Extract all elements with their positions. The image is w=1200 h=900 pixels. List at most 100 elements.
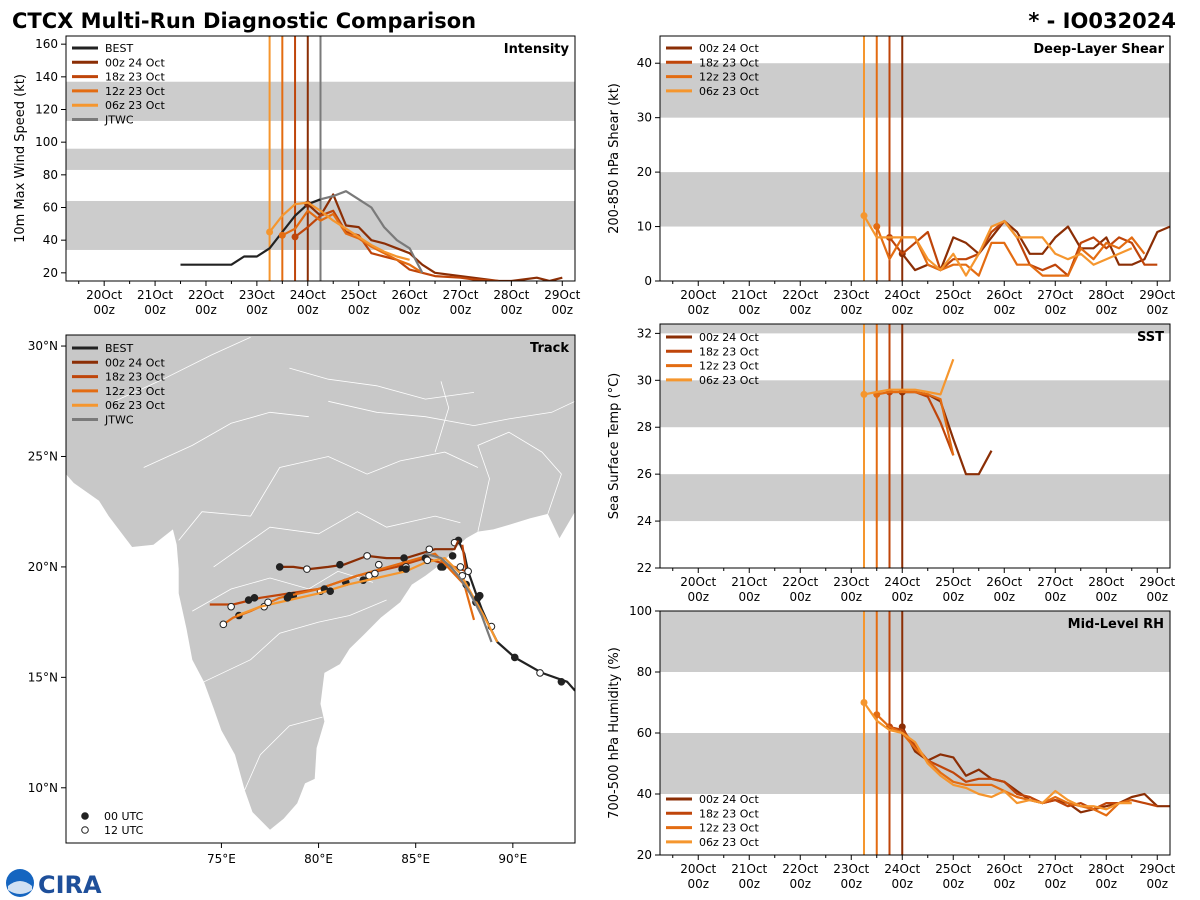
panel-frame bbox=[659, 323, 1171, 569]
x-tick-label: 00z bbox=[840, 877, 862, 891]
x-tick-label: 00z bbox=[399, 303, 421, 317]
noaa-wave-icon bbox=[8, 881, 32, 894]
x-tick-label: 00z bbox=[993, 590, 1015, 604]
y-tick-label: 30 bbox=[637, 111, 652, 125]
legend-label: 18z 23 Oct bbox=[105, 371, 165, 384]
panel-title: Mid-Level RH bbox=[1068, 617, 1164, 632]
x-tick-label: 00z bbox=[993, 877, 1015, 891]
x-tick-label: 00z bbox=[738, 303, 760, 317]
track-marker-12utc bbox=[536, 669, 544, 677]
panel-title: SST bbox=[1137, 330, 1164, 345]
x-tick-label: 26Oct bbox=[986, 862, 1022, 876]
state-border-0 bbox=[178, 451, 479, 541]
y-tick-label: 120 bbox=[35, 103, 58, 117]
x-tick-label: 90°E bbox=[498, 852, 527, 866]
track-marker-12utc bbox=[303, 565, 311, 573]
x-tick-label: 22Oct bbox=[188, 288, 224, 302]
state-border-3 bbox=[203, 599, 387, 683]
y-tick-label: 100 bbox=[629, 604, 652, 618]
track-marker-12utc bbox=[219, 620, 228, 629]
x-tick-label: 00z bbox=[1095, 877, 1117, 891]
y-tick-label: 160 bbox=[35, 37, 58, 51]
y-tick-label: 20 bbox=[637, 848, 652, 862]
state-border-5 bbox=[328, 400, 575, 427]
track-marker-00utc bbox=[437, 563, 445, 571]
y-tick-label: 60 bbox=[43, 201, 58, 215]
x-tick-label: 00z bbox=[891, 303, 913, 317]
data-layer bbox=[860, 324, 993, 568]
x-tick-label: 00z bbox=[891, 877, 913, 891]
x-tick-label: 28Oct bbox=[493, 288, 529, 302]
x-tick-label: 00z bbox=[840, 303, 862, 317]
x-tick-label: 21Oct bbox=[731, 862, 767, 876]
figure-title: CTCX Multi-Run Diagnostic Comparison bbox=[12, 9, 476, 33]
state-border-6 bbox=[289, 367, 475, 400]
track-marker-12utc bbox=[425, 545, 434, 554]
x-tick-label: 20Oct bbox=[86, 288, 122, 302]
panel-shear: 20Oct00z21Oct00z22Oct00z23Oct00z24Oct00z… bbox=[607, 35, 1176, 317]
legend-label: 18z 23 Oct bbox=[699, 345, 759, 358]
y-tick-label: 40 bbox=[43, 233, 58, 247]
x-tick-label: 80°E bbox=[304, 852, 333, 866]
legend-label: 12z 23 Oct bbox=[699, 822, 759, 835]
y-axis-label: 200-850 hPa Shear (kt) bbox=[607, 83, 622, 234]
series-start-point bbox=[873, 223, 881, 231]
map-layer bbox=[66, 335, 575, 830]
x-tick-label: 28Oct bbox=[1088, 575, 1124, 589]
track-line-BEST bbox=[457, 539, 575, 692]
x-tick-label: 27Oct bbox=[1037, 288, 1073, 302]
series-line-JTWC bbox=[320, 190, 424, 274]
panel-title: Deep-Layer Shear bbox=[1033, 42, 1164, 57]
panel-rh: 20Oct00z21Oct00z22Oct00z23Oct00z24Oct00z… bbox=[607, 604, 1176, 891]
x-tick-label: 00z bbox=[942, 303, 964, 317]
y-tick-label: 30°N bbox=[28, 339, 58, 353]
legend-label: JTWC bbox=[104, 114, 134, 127]
x-tick-label: 20Oct bbox=[680, 288, 716, 302]
x-tick-label: 00z bbox=[450, 303, 472, 317]
y-tick-label: 22 bbox=[637, 561, 652, 575]
series-line-06z-23-Oct bbox=[268, 201, 410, 261]
legend-label: 00z 24 Oct bbox=[699, 331, 759, 344]
track-marker-00utc bbox=[400, 554, 408, 562]
legend-label: 00z 24 Oct bbox=[699, 42, 759, 55]
series-start-point bbox=[860, 212, 868, 220]
legend-label: 18z 23 Oct bbox=[699, 56, 759, 69]
x-tick-label: 75°E bbox=[207, 852, 236, 866]
y-tick-label: 100 bbox=[35, 135, 58, 149]
x-tick-label: 21Oct bbox=[731, 575, 767, 589]
threshold-band bbox=[660, 63, 1170, 118]
y-axis-label: 700-500 hPa Humidity (%) bbox=[607, 647, 622, 819]
x-tick-label: 27Oct bbox=[1037, 862, 1073, 876]
x-tick-label: 00z bbox=[1044, 590, 1066, 604]
state-border-10 bbox=[434, 381, 450, 453]
track-marker-00utc bbox=[275, 563, 284, 571]
y-axis-label: Sea Surface Temp (°C) bbox=[607, 373, 622, 520]
panel-frame bbox=[659, 35, 1171, 282]
state-border-7 bbox=[477, 431, 562, 532]
series-line-12z-23-Oct bbox=[281, 209, 423, 274]
legend-label-12utc: 12 UTC bbox=[104, 824, 144, 837]
series-start-point bbox=[266, 228, 274, 236]
x-tick-label: 00z bbox=[1095, 303, 1117, 317]
x-tick-label: 28Oct bbox=[1088, 862, 1124, 876]
x-tick-label: 00z bbox=[348, 303, 370, 317]
x-tick-label: 00z bbox=[93, 303, 115, 317]
x-tick-label: 85°E bbox=[401, 852, 430, 866]
y-tick-label: 40 bbox=[637, 56, 652, 70]
storm-id: * - IO032024 bbox=[1028, 9, 1176, 33]
x-tick-label: 22Oct bbox=[782, 575, 818, 589]
track-marker-12utc bbox=[264, 598, 272, 607]
panel-title: Intensity bbox=[504, 42, 570, 57]
legend-marker-12utc bbox=[81, 826, 89, 834]
x-tick-label: 00z bbox=[195, 303, 217, 317]
x-tick-label: 26Oct bbox=[986, 575, 1022, 589]
series-line-06z-23-Oct bbox=[863, 358, 955, 396]
x-tick-label: 00z bbox=[942, 877, 964, 891]
track-marker-00utc bbox=[326, 587, 335, 596]
series-line-00z-24-Oct bbox=[307, 193, 563, 281]
series-line-12z-23-Oct bbox=[876, 390, 955, 456]
x-tick-label: 23Oct bbox=[239, 288, 275, 302]
x-tick-label: 00z bbox=[789, 303, 811, 317]
x-tick-label: 00z bbox=[687, 877, 709, 891]
